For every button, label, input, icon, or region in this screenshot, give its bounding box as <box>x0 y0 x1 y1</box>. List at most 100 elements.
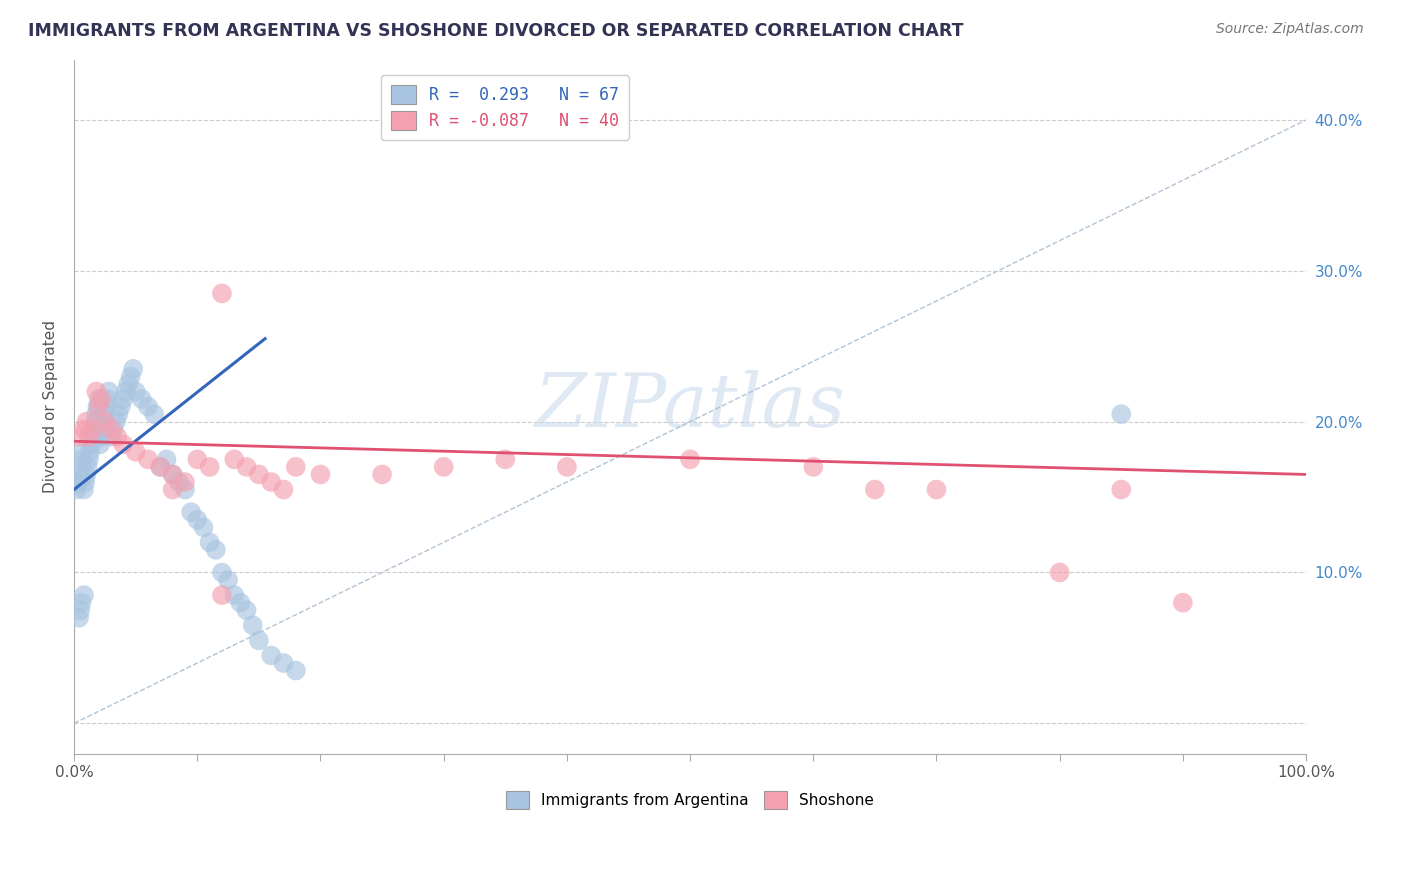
Point <box>94 415 117 429</box>
Point <box>86 400 108 414</box>
Point <box>105 430 128 444</box>
Point <box>77 430 100 444</box>
Point <box>104 415 127 429</box>
Point <box>204 542 226 557</box>
Point <box>94 400 117 414</box>
Point <box>67 611 90 625</box>
Point <box>211 566 233 580</box>
Point <box>107 407 129 421</box>
Point <box>260 648 283 663</box>
Point <box>66 475 89 489</box>
Point <box>93 415 115 429</box>
Point <box>136 400 159 414</box>
Point <box>198 535 221 549</box>
Point <box>112 437 135 451</box>
Point <box>114 384 136 399</box>
Point <box>801 459 824 474</box>
Point <box>235 603 257 617</box>
Point <box>925 483 948 497</box>
Point <box>96 392 118 406</box>
Point <box>73 588 96 602</box>
Point <box>273 483 295 497</box>
Point <box>117 376 139 391</box>
Point <box>70 452 93 467</box>
Point <box>309 467 332 482</box>
Point <box>89 437 111 451</box>
Point <box>131 392 153 406</box>
Point <box>1109 483 1132 497</box>
Point <box>94 407 117 421</box>
Text: IMMIGRANTS FROM ARGENTINA VS SHOSHONE DIVORCED OR SEPARATED CORRELATION CHART: IMMIGRANTS FROM ARGENTINA VS SHOSHONE DI… <box>28 22 963 40</box>
Point <box>155 452 177 467</box>
Point <box>284 664 307 678</box>
Legend: Immigrants from Argentina, Shoshone: Immigrants from Argentina, Shoshone <box>501 784 880 815</box>
Point <box>90 392 112 406</box>
Point <box>122 362 145 376</box>
Point <box>224 452 246 467</box>
Point <box>100 430 122 444</box>
Point <box>247 467 270 482</box>
Point <box>235 459 257 474</box>
Point <box>69 430 91 444</box>
Point <box>80 437 103 451</box>
Point <box>143 407 166 421</box>
Point <box>84 407 107 421</box>
Point <box>371 467 394 482</box>
Point <box>82 430 104 444</box>
Point <box>76 459 98 474</box>
Point <box>72 445 94 459</box>
Point <box>83 422 105 436</box>
Point <box>1109 407 1132 421</box>
Point <box>198 459 221 474</box>
Point <box>84 415 107 429</box>
Point <box>70 596 93 610</box>
Point <box>211 588 233 602</box>
Point <box>162 467 184 482</box>
Point <box>69 459 91 474</box>
Point <box>110 400 132 414</box>
Y-axis label: Divorced or Separated: Divorced or Separated <box>44 320 58 493</box>
Point <box>97 384 120 399</box>
Point <box>284 459 307 474</box>
Point <box>125 445 148 459</box>
Point <box>217 573 239 587</box>
Point <box>91 422 114 436</box>
Point <box>100 422 122 436</box>
Point <box>149 459 172 474</box>
Point <box>679 452 702 467</box>
Point <box>75 475 97 489</box>
Point <box>1171 596 1194 610</box>
Point <box>87 400 110 414</box>
Point <box>73 483 96 497</box>
Point <box>186 452 208 467</box>
Point <box>433 459 456 474</box>
Point <box>69 603 91 617</box>
Point <box>103 422 125 436</box>
Text: ZIPatlas: ZIPatlas <box>534 370 845 442</box>
Point <box>73 422 96 436</box>
Point <box>494 452 516 467</box>
Point <box>149 459 172 474</box>
Point <box>162 483 184 497</box>
Point <box>863 483 886 497</box>
Point <box>167 475 190 489</box>
Point <box>174 483 197 497</box>
Point <box>75 415 97 429</box>
Point <box>193 520 215 534</box>
Point <box>229 596 252 610</box>
Point <box>67 467 90 482</box>
Point <box>75 467 97 482</box>
Point <box>77 452 100 467</box>
Text: Source: ZipAtlas.com: Source: ZipAtlas.com <box>1216 22 1364 37</box>
Point <box>242 618 264 632</box>
Point <box>555 459 578 474</box>
Point <box>136 452 159 467</box>
Point <box>87 392 110 406</box>
Point <box>180 505 202 519</box>
Point <box>66 475 89 489</box>
Point <box>247 633 270 648</box>
Point <box>1049 566 1071 580</box>
Point <box>211 286 233 301</box>
Point <box>273 656 295 670</box>
Point <box>224 588 246 602</box>
